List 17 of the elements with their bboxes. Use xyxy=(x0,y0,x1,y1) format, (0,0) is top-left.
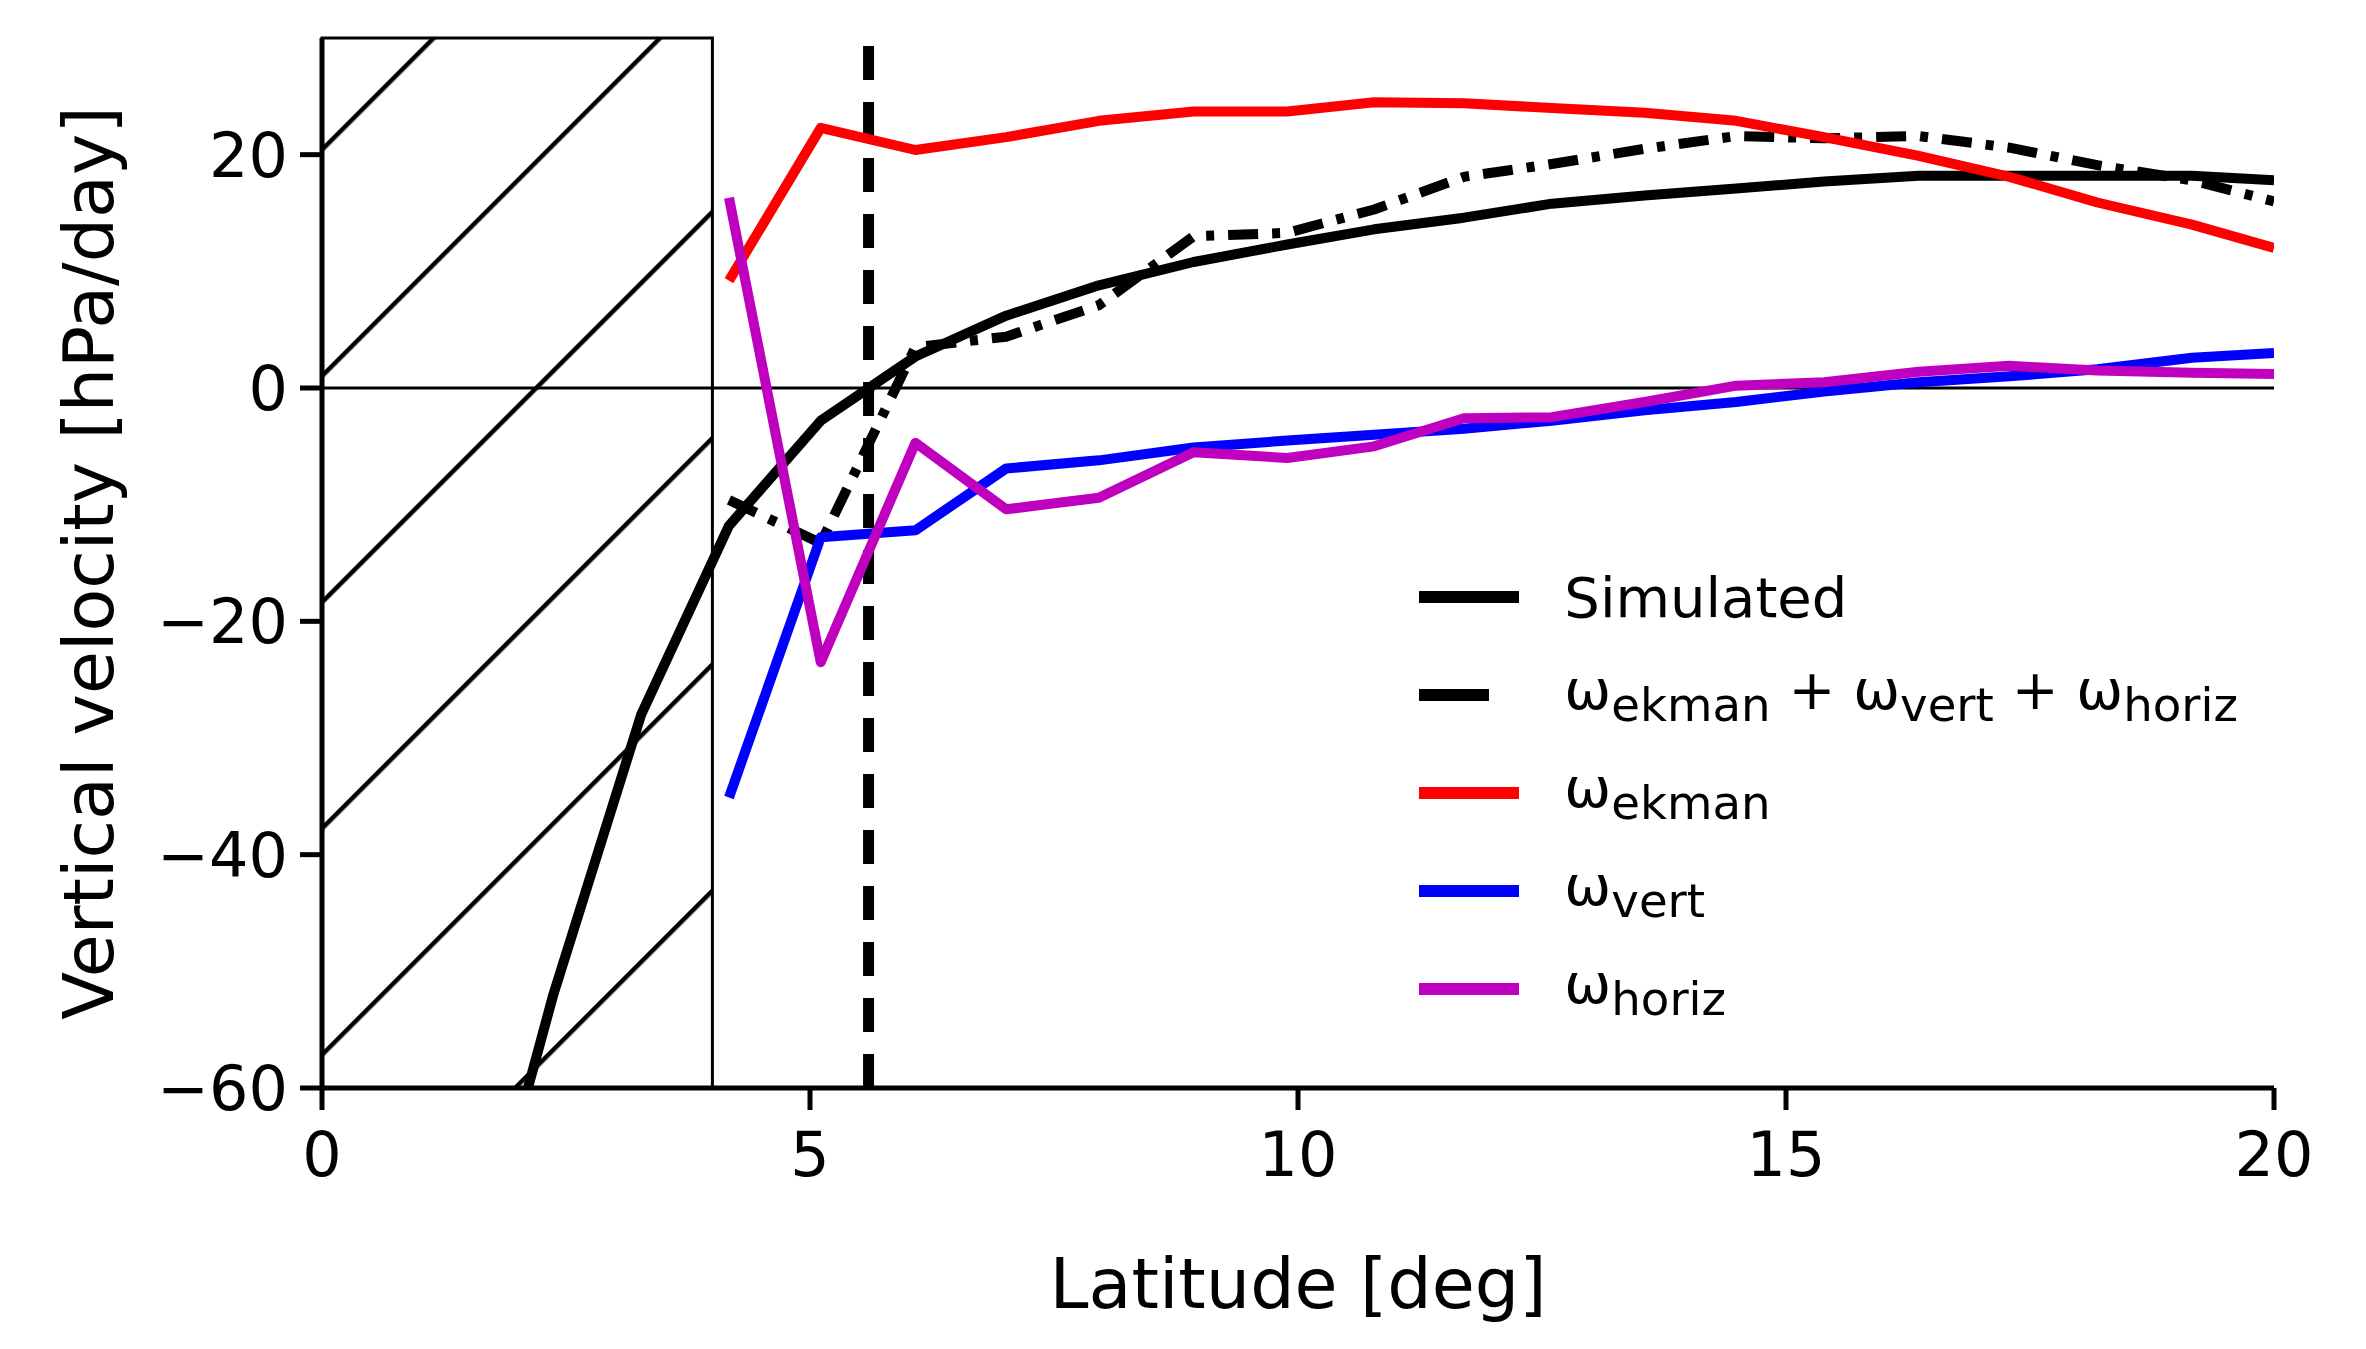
y-tick-label: −60 xyxy=(157,1052,288,1126)
y-tick-label: 0 xyxy=(248,352,288,426)
x-axis-title: Latitude [deg] xyxy=(1049,1243,1547,1325)
legend-label: ω$_{ekman}$ + ω$_{vert}$ + ω$_{horiz}$ xyxy=(1564,657,2238,733)
legend-label: ω$_{horiz}$ xyxy=(1564,951,1727,1027)
x-tick-label: 15 xyxy=(1746,1118,1826,1192)
legend-label: Simulated xyxy=(1564,564,1848,630)
y-tick-label: −40 xyxy=(157,818,288,892)
y-tick-label: −20 xyxy=(157,585,288,659)
x-tick-label: 10 xyxy=(1258,1118,1338,1192)
legend-label: ω$_{ekman}$ xyxy=(1564,755,1771,831)
x-tick-label: 5 xyxy=(790,1118,830,1192)
x-tick-label: 20 xyxy=(2234,1118,2314,1192)
legend-label: ω$_{vert}$ xyxy=(1564,853,1706,929)
y-tick-label: 20 xyxy=(209,118,288,192)
x-tick-label: 0 xyxy=(302,1118,342,1192)
y-axis-title: Vertical velocity [hPa/day] xyxy=(47,106,130,1020)
